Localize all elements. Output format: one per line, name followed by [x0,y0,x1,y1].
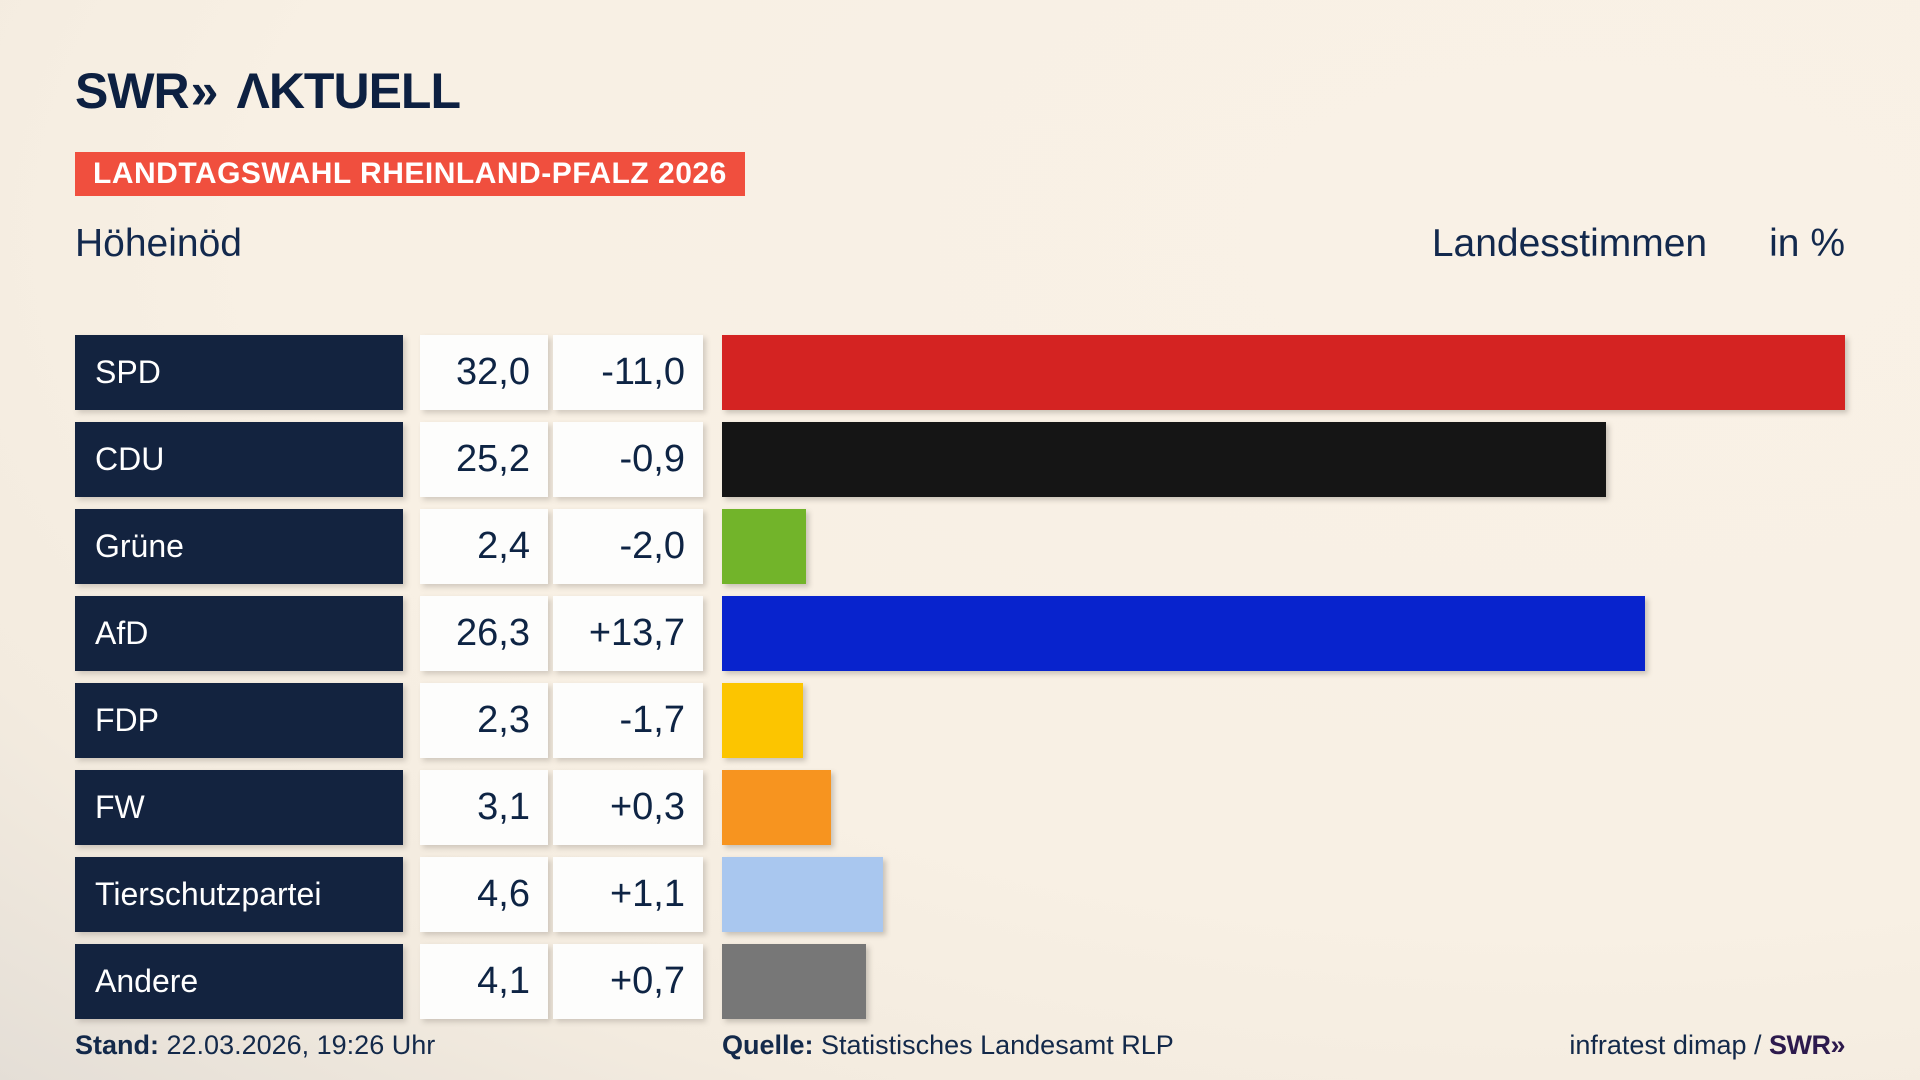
party-label: Tierschutzpartei [75,857,403,932]
party-row: CDU 25,2 -0,9 [75,422,1845,497]
source: Quelle: Statistisches Landesamt RLP [722,1030,1174,1061]
bar-track [722,596,1845,671]
election-title-badge: LANDTAGSWAHL RHEINLAND-PFALZ 2026 [75,152,745,196]
result-value: 26,3 [420,596,548,671]
logo-chevrons-icon: » [190,63,219,119]
vote-type-text: Landesstimmen [1431,222,1708,265]
results-bar-chart: SPD 32,0 -11,0 CDU 25,2 -0,9 Grüne 2,4 -2,0 AfD 26… [75,335,1845,1031]
party-row: FW 3,1 +0,3 [75,770,1845,845]
credit-text: infratest dimap / [1569,1030,1769,1060]
result-bar [722,944,866,1019]
result-bar [722,422,1607,497]
vote-type-title: Landesstimmen in % [1432,222,1845,266]
bar-track [722,422,1845,497]
party-row: SPD 32,0 -11,0 [75,335,1845,410]
party-row: Grüne 2,4 -2,0 [75,509,1845,584]
party-label: SPD [75,335,403,410]
result-value: 25,2 [420,422,548,497]
change-value: -1,7 [553,683,703,758]
party-label: CDU [75,422,403,497]
subtitle-row: Höheinöd Landesstimmen in % [75,218,1845,266]
swr-aktuell-logo: SWR» ΛKTUELL [75,63,461,119]
bar-track [722,509,1845,584]
credit-swr-logo: SWR» [1768,1030,1846,1060]
result-value: 2,3 [420,683,548,758]
logo-swr-text: SWR [75,63,190,119]
result-value: 4,6 [420,857,548,932]
result-bar [722,857,884,932]
party-label: Andere [75,944,403,1019]
party-row: AfD 26,3 +13,7 [75,596,1845,671]
bar-track [722,335,1845,410]
party-row: FDP 2,3 -1,7 [75,683,1845,758]
change-value: +0,7 [553,944,703,1019]
party-row: Tierschutzpartei 4,6 +1,1 [75,857,1845,932]
result-bar [722,683,803,758]
timestamp-label: Stand: [75,1030,159,1060]
timestamp-value: 22.03.2026, 19:26 Uhr [166,1030,436,1060]
result-bar [722,509,807,584]
content-area: SWR» ΛKTUELL LANDTAGSWAHL RHEINLAND-PFALZ… [75,0,1846,1080]
bar-track [722,857,1845,932]
election-title-text: LANDTAGSWAHL RHEINLAND-PFALZ 2026 [93,157,727,190]
footer: Stand: 22.03.2026, 19:26 Uhr Quelle: Sta… [75,1030,1846,1070]
result-value: 4,1 [420,944,548,1019]
source-value: Statistisches Landesamt RLP [821,1030,1174,1060]
change-value: -11,0 [553,335,703,410]
party-label: FW [75,770,403,845]
change-value: -2,0 [553,509,703,584]
result-value: 32,0 [420,335,548,410]
party-label: FDP [75,683,403,758]
result-bar [722,596,1645,671]
timestamp: Stand: 22.03.2026, 19:26 Uhr [75,1030,435,1061]
logo-aktuell-text: ΛKTUELL [236,63,461,119]
change-value: +13,7 [553,596,703,671]
result-value: 2,4 [420,509,548,584]
bar-track [722,770,1845,845]
result-bar [722,335,1845,410]
party-row: Andere 4,1 +0,7 [75,944,1845,1019]
credit: infratest dimap / SWR» [1569,1030,1845,1061]
result-bar [722,770,831,845]
bar-track [722,944,1845,1019]
unit-text: in % [1769,222,1845,265]
change-value: +1,1 [553,857,703,932]
bar-track [722,683,1845,758]
change-value: -0,9 [553,422,703,497]
party-label: Grüne [75,509,403,584]
municipality-title: Höheinöd [75,222,242,265]
change-value: +0,3 [553,770,703,845]
party-label: AfD [75,596,403,671]
result-value: 3,1 [420,770,548,845]
source-label: Quelle: [722,1030,814,1060]
